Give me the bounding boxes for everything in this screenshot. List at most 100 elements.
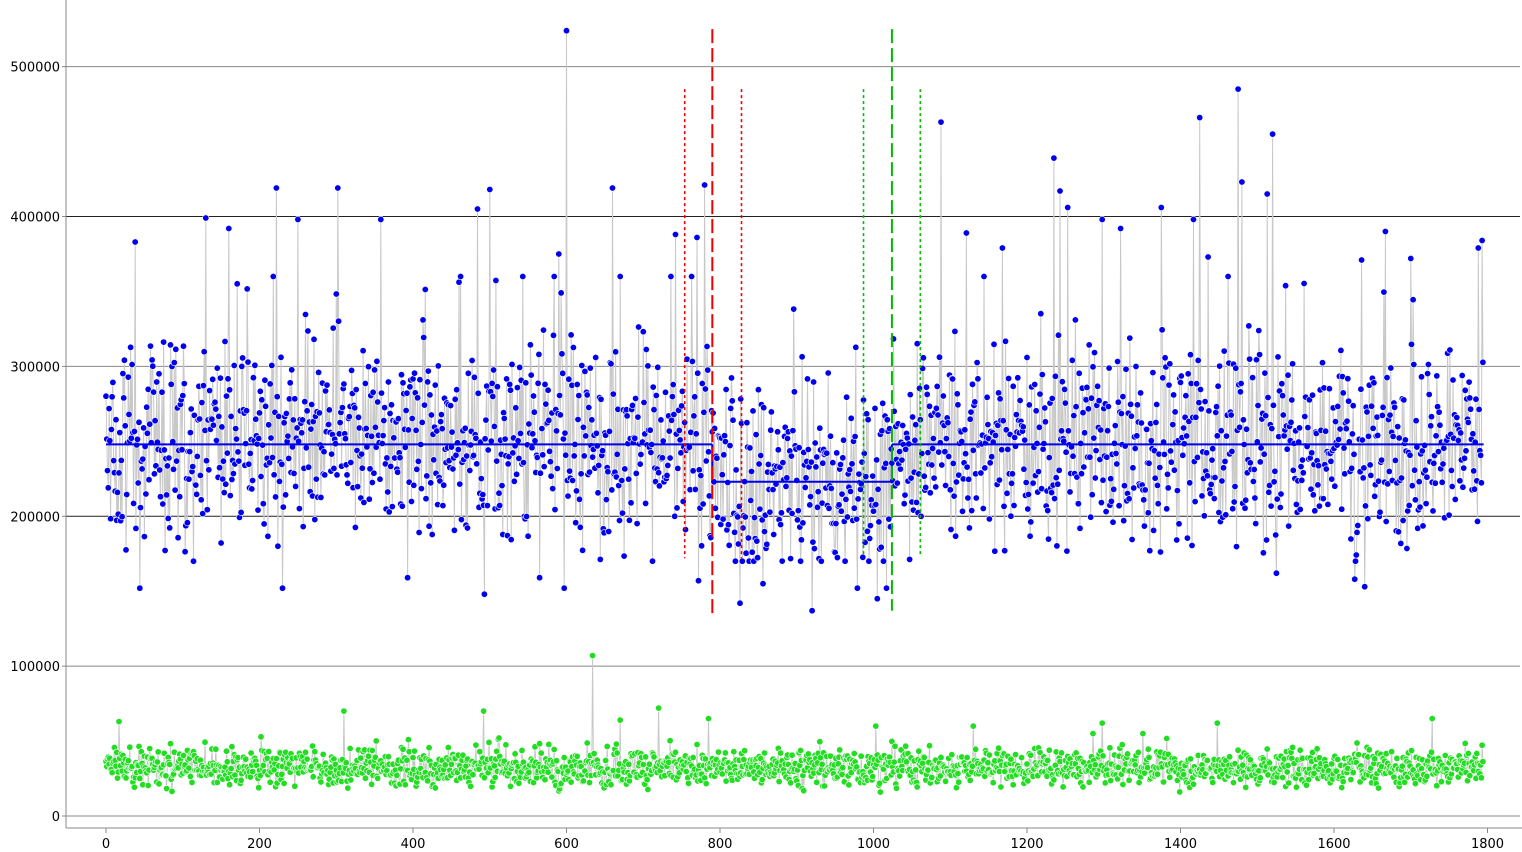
signal-point bbox=[189, 463, 197, 471]
signal-point bbox=[1127, 412, 1135, 420]
signal-point bbox=[912, 421, 920, 429]
signal-point bbox=[878, 427, 886, 435]
signal-point bbox=[232, 425, 240, 433]
signal-point bbox=[157, 493, 165, 501]
signal-point bbox=[116, 429, 124, 437]
signal-point bbox=[1098, 216, 1106, 224]
signal-point bbox=[140, 424, 148, 432]
signal-point bbox=[199, 510, 207, 518]
signal-point bbox=[216, 374, 224, 382]
signal-point bbox=[213, 436, 221, 444]
signal-point bbox=[1197, 405, 1205, 413]
signal-point bbox=[1299, 456, 1307, 464]
noise-point bbox=[166, 760, 174, 768]
signal-point bbox=[900, 500, 908, 508]
signal-point bbox=[1102, 508, 1110, 516]
signal-point bbox=[774, 446, 782, 454]
signal-point bbox=[1222, 511, 1230, 519]
signal-point bbox=[493, 383, 501, 391]
signal-point bbox=[227, 412, 235, 420]
signal-point bbox=[1166, 360, 1174, 368]
noise-point bbox=[459, 751, 467, 759]
noise-point bbox=[1023, 760, 1031, 768]
signal-point bbox=[650, 406, 658, 414]
signal-point bbox=[1154, 481, 1162, 489]
signal-point bbox=[1300, 279, 1308, 287]
signal-point bbox=[282, 409, 290, 417]
signal-point bbox=[1099, 476, 1107, 484]
signal-point bbox=[272, 493, 280, 501]
signal-point bbox=[883, 416, 891, 424]
signal-point bbox=[173, 457, 181, 465]
signal-point bbox=[1035, 468, 1043, 476]
signal-point bbox=[836, 460, 844, 468]
signal-point bbox=[843, 393, 851, 401]
signal-point bbox=[1205, 407, 1213, 415]
y-tick-label: 0 bbox=[52, 810, 60, 825]
signal-point bbox=[589, 453, 597, 461]
noise-point bbox=[1118, 741, 1126, 749]
signal-point bbox=[284, 432, 292, 440]
noise-point bbox=[760, 749, 768, 757]
signal-point bbox=[200, 382, 208, 390]
signal-point bbox=[223, 392, 231, 400]
signal-point bbox=[293, 424, 301, 432]
signal-point bbox=[1026, 532, 1034, 540]
noise-point bbox=[642, 753, 650, 761]
signal-point bbox=[898, 456, 906, 464]
signal-point bbox=[479, 491, 487, 499]
signal-point bbox=[1352, 557, 1360, 565]
signal-point bbox=[787, 555, 795, 563]
signal-point bbox=[753, 537, 761, 545]
signal-point bbox=[354, 413, 362, 421]
signal-point bbox=[510, 477, 518, 485]
signal-point bbox=[838, 490, 846, 498]
signal-point bbox=[749, 407, 757, 415]
signal-point bbox=[463, 452, 471, 460]
signal-point bbox=[289, 416, 297, 424]
noise-point bbox=[892, 784, 900, 792]
noise-point bbox=[168, 787, 176, 795]
signal-point bbox=[163, 462, 171, 470]
signal-point bbox=[741, 513, 749, 521]
signal-point bbox=[539, 451, 547, 459]
signal-point bbox=[340, 380, 348, 388]
signal-point bbox=[384, 378, 392, 386]
signal-point bbox=[1271, 467, 1279, 475]
signal-point bbox=[1357, 385, 1365, 393]
signal-point bbox=[681, 526, 689, 534]
signal-point bbox=[1113, 460, 1121, 468]
signal-point bbox=[299, 523, 307, 531]
signal-point bbox=[104, 467, 112, 475]
signal-point bbox=[794, 507, 802, 515]
signal-point bbox=[923, 390, 931, 398]
signal-point bbox=[793, 516, 801, 524]
noise-point bbox=[966, 776, 974, 784]
noise-point bbox=[552, 757, 560, 765]
noise-point bbox=[818, 760, 826, 768]
signal-point bbox=[265, 421, 273, 429]
signal-point bbox=[720, 451, 728, 459]
signal-point bbox=[127, 343, 135, 351]
noise-point bbox=[374, 774, 382, 782]
signal-point bbox=[799, 519, 807, 527]
signal-point bbox=[846, 487, 854, 495]
signal-point bbox=[998, 446, 1006, 454]
signal-point bbox=[604, 468, 612, 476]
signal-point bbox=[1066, 488, 1074, 496]
noise-point bbox=[1279, 773, 1287, 781]
signal-point bbox=[929, 444, 937, 452]
signal-point bbox=[1406, 451, 1414, 459]
signal-point bbox=[1112, 449, 1120, 457]
signal-stem-path bbox=[105, 30, 1484, 611]
noise-point bbox=[1166, 773, 1174, 781]
signal-point bbox=[394, 415, 402, 423]
signal-point bbox=[317, 493, 325, 501]
signal-point bbox=[404, 574, 412, 582]
signal-point bbox=[909, 413, 917, 421]
y-tick-label: 100000 bbox=[10, 660, 60, 675]
signal-point bbox=[1115, 502, 1123, 510]
signal-point bbox=[243, 285, 251, 293]
signal-point bbox=[1179, 451, 1187, 459]
